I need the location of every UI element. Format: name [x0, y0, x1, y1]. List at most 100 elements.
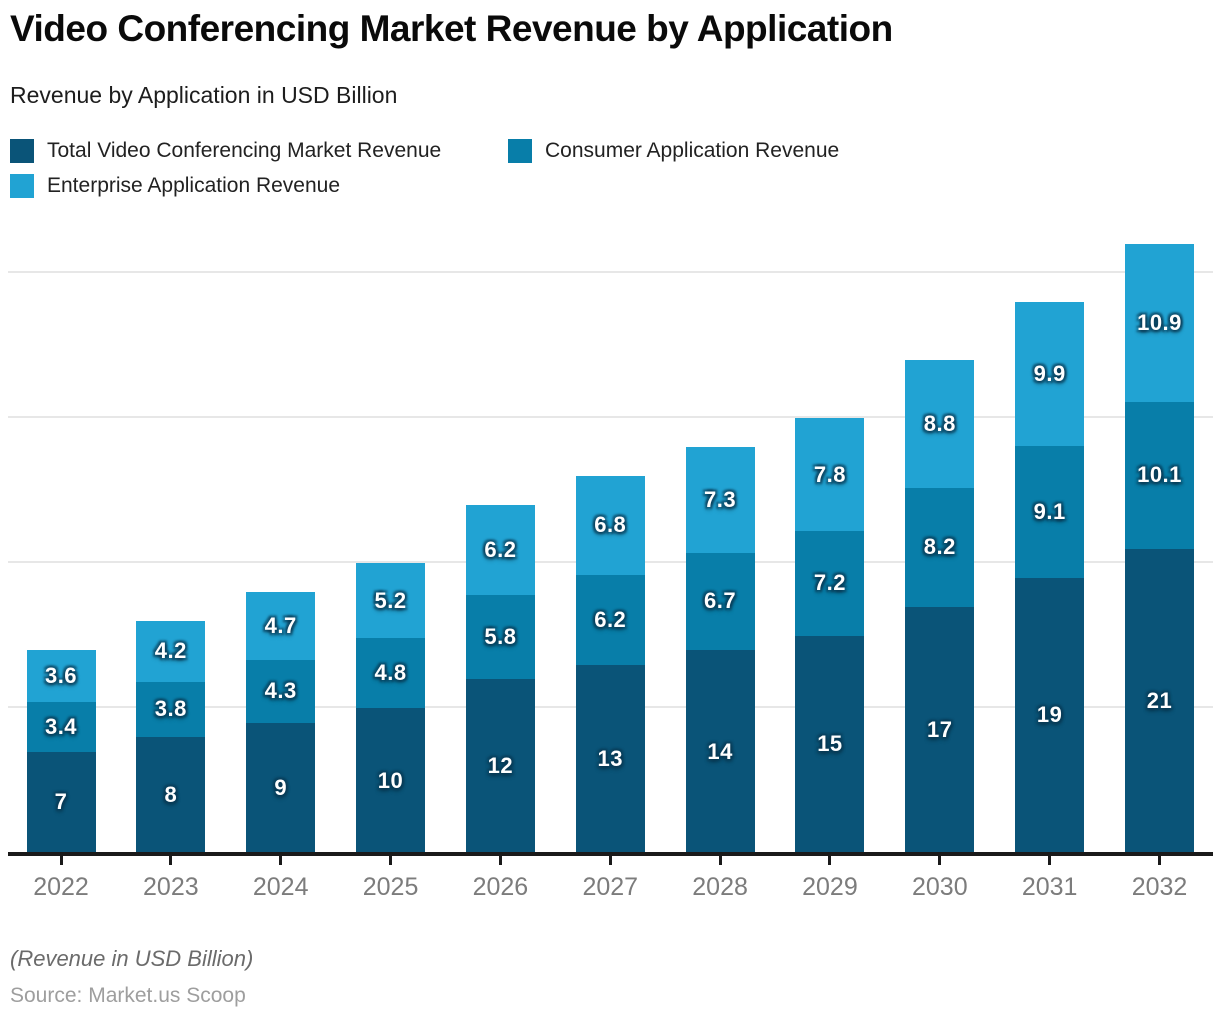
bar-segment: 9: [246, 722, 316, 853]
x-axis-label: 2025: [362, 873, 419, 901]
x-tick: [169, 856, 173, 865]
bar-value-label: 6.7: [704, 588, 737, 614]
footnote: (Revenue in USD Billion): [10, 946, 254, 971]
bar-segment: 17: [905, 606, 975, 853]
bar-value-label: 4.2: [154, 638, 187, 664]
bar-segment: 10.9: [1125, 244, 1194, 403]
bar-value-label: 15: [817, 731, 843, 757]
bar-2026: 12 5.8 6.2: [465, 230, 535, 853]
bar-segment: 10: [356, 708, 426, 853]
bar-value-label: 3.6: [44, 663, 78, 689]
bar-value-label: 17: [927, 716, 953, 742]
x-axis-label: 2031: [1021, 873, 1078, 901]
bar-segment: 19: [1015, 577, 1085, 853]
bar-value-label: 6.2: [594, 606, 627, 632]
bar-value-label: 4.7: [264, 613, 297, 639]
bar-segment: 6.8: [575, 476, 645, 575]
bar-value-label: 9.1: [1033, 498, 1066, 524]
x-axis-label: 2030: [911, 873, 968, 901]
bar-value-label: 3.8: [154, 696, 187, 722]
bar-segment: 9.9: [1015, 302, 1085, 446]
bar-value-label: 7.8: [813, 461, 846, 487]
bar-value-label: 5.2: [374, 587, 407, 613]
x-axis-label: 2027: [582, 873, 639, 901]
legend-swatch-consumer: [508, 139, 532, 163]
x-axis-label: 2023: [143, 873, 199, 901]
bar-segment: 3.4: [26, 702, 96, 752]
bar-segment: 7.2: [795, 531, 865, 636]
bar-segment: 8: [136, 737, 206, 853]
bar-value-label: 5.8: [484, 623, 517, 649]
legend: Total Video Conferencing Market Revenue C…: [10, 139, 950, 198]
bar-value-label: 9.9: [1033, 360, 1066, 386]
bar-value-label: 8.2: [923, 534, 956, 560]
bar-2028: 14 6.7 7.3: [685, 230, 755, 853]
bar-segment: 5.8: [465, 594, 535, 679]
bar-value-label: 13: [597, 745, 623, 771]
bar-2022: 7 3.4 3.6: [26, 230, 96, 853]
x-axis-label: 2029: [802, 873, 858, 901]
x-axis-label: 2032: [1131, 873, 1188, 901]
bar-value-label: 4.3: [264, 678, 297, 704]
x-axis-label: 2022: [33, 873, 89, 901]
bar-value-label: 7: [54, 789, 68, 815]
chart-title: Video Conferencing Market Revenue by App…: [10, 8, 893, 49]
x-tick: [59, 856, 63, 865]
bar-value-label: 7.3: [704, 486, 737, 512]
bar-value-label: 8: [164, 782, 178, 807]
bar-value-label: 14: [707, 738, 733, 764]
bar-value-label: 7.2: [813, 570, 846, 596]
bar-segment: 8.8: [905, 360, 975, 488]
legend-label: Enterprise Application Revenue: [47, 174, 341, 197]
x-axis-label: 2028: [692, 873, 748, 901]
bar-segment: 21: [1125, 548, 1194, 853]
bar-2025: 10 4.8 5.2: [356, 230, 426, 853]
x-tick: [279, 856, 283, 865]
bar-segment: 7.8: [795, 418, 865, 532]
legend-label: Total Video Conferencing Market Revenue: [47, 139, 442, 162]
bar-segment: 4.7: [246, 592, 316, 661]
x-axis-line: [8, 852, 1213, 856]
source-credit: Source: Market.us Scoop: [10, 984, 246, 1007]
bar-value-label: 6.8: [594, 512, 627, 538]
x-tick: [498, 856, 502, 865]
x-tick: [1048, 856, 1052, 865]
bar-segment: 9.1: [1015, 445, 1085, 578]
bar-value-label: 9: [274, 774, 288, 800]
bar-segment: 15: [795, 635, 865, 853]
x-tick: [718, 856, 722, 865]
bar-2030: 17 8.2 8.8: [905, 230, 975, 853]
bar-value-label: 3.4: [44, 713, 78, 739]
grid-line-40: [8, 271, 1213, 273]
x-tick: [608, 856, 612, 865]
x-tick: [938, 856, 942, 865]
legend-item-enterprise[interactable]: Enterprise Application Revenue: [10, 174, 340, 198]
bar-segment: 12: [465, 679, 535, 853]
plot-area: 7 3.4 3.6 8 3.8 4.2 9 4.3 4.7 10 4.8 5.2 12 5.8 6.2 13 6…: [8, 230, 1213, 853]
bar-segment: 3.8: [136, 681, 206, 737]
legend-item-consumer[interactable]: Consumer Application Revenue: [508, 139, 839, 163]
bar-segment: 6.2: [575, 574, 645, 665]
bar-segment: 10.1: [1125, 402, 1194, 549]
x-axis-label: 2024: [252, 873, 309, 901]
bar-segment: 4.2: [136, 621, 206, 682]
bar-value-label: 19: [1036, 702, 1063, 728]
bar-value-label: 10.9: [1137, 310, 1182, 336]
bar-segment: 5.2: [356, 563, 426, 639]
bar-value-label: 8.8: [923, 410, 956, 436]
bar-segment: 7: [26, 751, 96, 853]
bar-segment: 4.3: [246, 660, 316, 723]
bar-2023: 8 3.8 4.2: [136, 230, 206, 853]
x-tick: [828, 856, 832, 865]
legend-item-total[interactable]: Total Video Conferencing Market Revenue: [10, 139, 508, 163]
chart-subtitle: Revenue by Application in USD Billion: [10, 82, 398, 108]
x-axis-label: 2026: [472, 873, 529, 901]
bar-2024: 9 4.3 4.7: [246, 230, 316, 853]
bar-segment: 6.2: [465, 505, 535, 595]
bar-2027: 13 6.2 6.8: [575, 230, 645, 853]
bar-value-label: 12: [487, 753, 514, 778]
bar-segment: 3.6: [26, 650, 96, 703]
bar-value-label: 10.1: [1137, 462, 1182, 488]
bar-value-label: 21: [1146, 687, 1173, 713]
